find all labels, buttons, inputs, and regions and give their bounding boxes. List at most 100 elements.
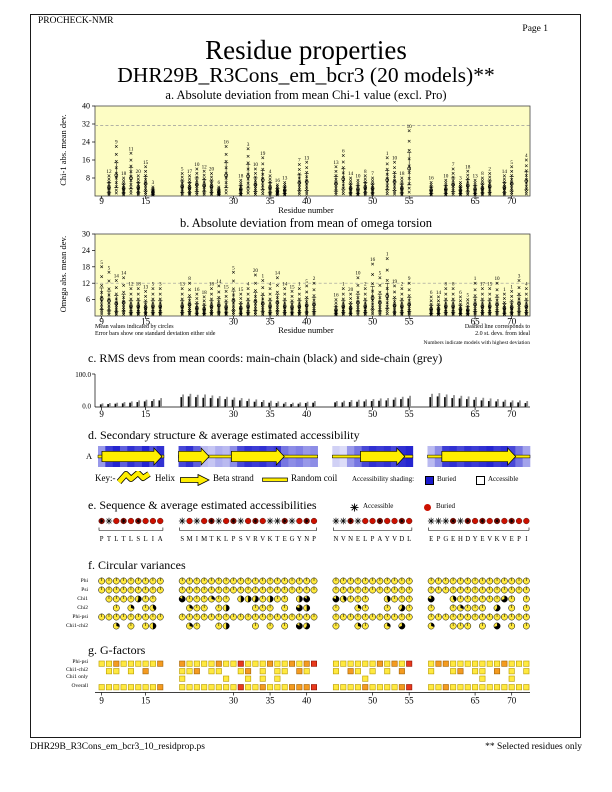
svg-text:18: 18 [202,290,208,296]
svg-text:14: 14 [121,271,127,277]
svg-text:55: 55 [405,196,415,206]
svg-text:20: 20 [209,167,215,173]
svg-text:3: 3 [247,142,250,148]
page-subtitle: DHR29B_R3Cons_em_bcr3 (20 models)** [117,63,495,87]
panel-d-strip [97,446,531,467]
row-label-psi: Psi [81,586,88,593]
footer-selected-note: ** Selected residues only [485,742,582,752]
svg-text:7: 7 [452,162,455,168]
svg-text:15: 15 [289,284,295,290]
svg-text:2: 2 [313,276,316,282]
svg-text:4: 4 [525,153,528,159]
svg-text:14: 14 [436,290,442,296]
svg-text:10: 10 [355,173,361,179]
svg-text:10: 10 [392,155,398,161]
key-helix-label: Helix [155,473,175,483]
panel-b-xlabel: Residue number [278,325,334,335]
svg-text:1: 1 [261,273,264,279]
gf-row-label-chi1-chi2: Chi1-chi2 [66,666,88,673]
svg-text:11: 11 [128,146,133,152]
svg-text:5: 5 [232,265,235,271]
svg-text:12: 12 [106,169,112,175]
svg-text:15: 15 [141,196,151,206]
key-label: Key:- [95,473,116,483]
svg-text:14: 14 [114,273,120,279]
svg-text:24: 24 [82,138,90,147]
svg-text:10: 10 [355,271,361,277]
key-coil-label: Random coil [291,473,338,483]
note-error-bars: Error bars show one standard deviation e… [95,331,216,337]
svg-text:16: 16 [333,293,339,299]
svg-text:70: 70 [507,196,517,206]
svg-text:8: 8 [86,174,90,183]
svg-text:4: 4 [269,169,272,175]
svg-text:1: 1 [342,282,345,288]
row-label-phi-psi: Phi-psi [72,613,88,620]
svg-text:12: 12 [82,279,90,288]
svg-text:5: 5 [305,279,308,285]
svg-text:5: 5 [379,271,382,277]
svg-text:3: 3 [152,180,155,186]
svg-text:6: 6 [218,180,221,186]
svg-text:13: 13 [304,155,310,161]
svg-text:5: 5 [108,265,111,271]
legend-buried-label: Buried [436,502,456,510]
svg-text:40: 40 [82,102,90,111]
accessible-star-icon [350,503,359,512]
panel-g-title: g. G-factors [88,643,146,657]
svg-text:18: 18 [399,171,405,177]
svg-text:40: 40 [302,196,312,206]
svg-text:4: 4 [269,282,272,288]
svg-text:8: 8 [481,171,484,177]
svg-text:15: 15 [141,317,151,327]
svg-text:17: 17 [187,169,193,175]
svg-text:3: 3 [459,176,462,182]
note-mean-circles: Mean values indicated by circles [95,324,174,330]
panel-a-xlabel: Residue number [278,205,334,215]
svg-text:15: 15 [143,160,149,166]
svg-text:14: 14 [502,169,508,175]
svg-text:50: 50 [368,317,378,327]
svg-text:14: 14 [282,282,288,288]
svg-text:18: 18 [209,282,215,288]
panel-e-title: e. Sequence & average estimated accessib… [88,498,317,512]
svg-text:32: 32 [82,120,90,129]
key-buried-label: Buried [437,475,457,483]
key-shading-label: Accessibility shading: [352,475,415,483]
svg-text:2: 2 [401,282,404,288]
page-border [30,14,581,738]
row-label-chi1: Chi1 [77,595,88,602]
row-label-phi: Phi [80,577,88,584]
svg-text:13: 13 [143,284,149,290]
svg-text:20: 20 [136,169,142,175]
svg-text:65: 65 [471,317,481,327]
svg-text:13: 13 [472,173,478,179]
svg-text:30: 30 [229,317,239,327]
svg-text:6: 6 [430,290,433,296]
svg-text:10: 10 [443,173,449,179]
svg-text:9: 9 [115,140,118,146]
svg-text:13: 13 [333,160,339,166]
svg-text:70: 70 [507,317,517,327]
svg-text:2: 2 [488,167,491,173]
panel-a-title: a. Absolute deviation from mean Chi-1 va… [165,88,447,102]
svg-text:6: 6 [342,149,345,155]
panel-b-ylabel: Omega abs. mean dev. [58,235,68,313]
svg-text:1: 1 [298,282,301,288]
svg-text:12: 12 [128,282,134,288]
svg-text:18: 18 [465,164,471,170]
svg-text:55: 55 [405,317,415,327]
panel-b-title: b. Absolute deviation from mean of omega… [179,216,433,230]
svg-text:16: 16 [224,140,230,146]
helix-icon [117,471,151,484]
model-row-label: A [86,451,93,461]
legend-accessible-label: Accessible [363,502,394,510]
svg-text:8: 8 [364,169,367,175]
panel-d-title: d. Secondary structure & average estimat… [88,428,360,442]
svg-text:16: 16 [194,287,200,293]
svg-text:35: 35 [266,317,276,327]
